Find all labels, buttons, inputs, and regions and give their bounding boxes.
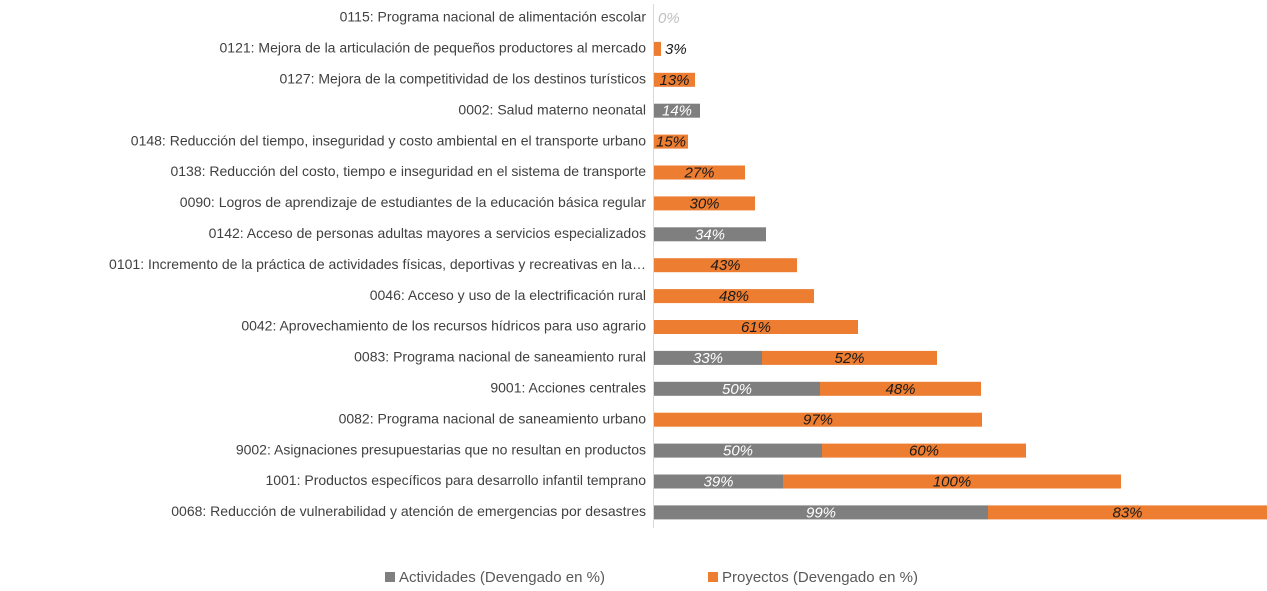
bar-segment xyxy=(654,443,822,458)
bar-segment xyxy=(654,72,695,87)
bar-segment xyxy=(654,350,762,365)
value-label: 100% xyxy=(933,473,971,490)
value-label: 14% xyxy=(662,103,692,120)
bar-segment xyxy=(654,41,661,56)
value-label: 39% xyxy=(703,473,733,490)
bar-segment xyxy=(654,227,766,242)
value-label: 52% xyxy=(834,350,864,367)
value-label: 60% xyxy=(909,443,939,460)
category-label: 0142: Acceso de personas adultas mayores… xyxy=(209,225,646,241)
category-label: 0115: Programa nacional de alimentación … xyxy=(340,9,647,25)
bar-segment xyxy=(654,412,982,427)
bar-segment xyxy=(762,350,937,365)
value-label: 33% xyxy=(693,350,723,367)
value-label: 13% xyxy=(659,72,689,89)
bar-segment xyxy=(654,196,755,211)
legend-swatch xyxy=(708,572,718,582)
category-label: 0042: Aprovechamiento de los recursos hí… xyxy=(241,318,646,334)
legend-label: Proyectos (Devengado en %) xyxy=(722,569,918,586)
legend-label: Actividades (Devengado en %) xyxy=(399,569,605,586)
bar-segment xyxy=(654,258,797,273)
value-label: 97% xyxy=(803,412,833,429)
bar-segment xyxy=(654,289,814,304)
category-label: 0083: Programa nacional de saneamiento r… xyxy=(354,349,646,365)
value-label: 27% xyxy=(683,164,714,181)
bar-segment xyxy=(654,320,858,334)
value-label: 0% xyxy=(658,10,680,27)
category-label: 1001: Productos específicos para desarro… xyxy=(265,472,646,488)
value-label: 15% xyxy=(656,134,686,151)
bar-segment xyxy=(654,474,783,489)
category-label: 0138: Reducción del costo, tiempo e inse… xyxy=(170,163,646,179)
category-label: 9002: Asignaciones presupuestarias que n… xyxy=(236,441,646,457)
bar-segment xyxy=(820,381,981,396)
value-label: 48% xyxy=(719,288,749,305)
value-label: 99% xyxy=(806,504,836,521)
bar-segment xyxy=(654,134,688,149)
value-label: 3% xyxy=(665,41,687,58)
category-label: 9001: Acciones centrales xyxy=(490,380,646,396)
category-label: 0090: Logros de aprendizaje de estudiant… xyxy=(180,194,647,210)
bar-segment xyxy=(783,474,1121,489)
value-label: 50% xyxy=(723,443,753,460)
bar-segment xyxy=(822,443,1026,458)
category-label: 0121: Mejora de la articulación de peque… xyxy=(220,40,647,56)
category-label: 0046: Acceso y uso de la electrificación… xyxy=(370,287,646,303)
bar-segment xyxy=(654,165,745,180)
value-label: 34% xyxy=(695,226,725,243)
bar-segment xyxy=(654,103,700,118)
value-label: 83% xyxy=(1112,504,1142,521)
value-label: 50% xyxy=(722,381,752,398)
value-label: 48% xyxy=(885,381,915,398)
category-label: 0127: Mejora de la competitividad de los… xyxy=(279,71,646,87)
category-label: 0148: Reducción del tiempo, inseguridad … xyxy=(131,132,646,148)
category-label: 0082: Programa nacional de saneamiento u… xyxy=(339,410,647,426)
category-label: 0101: Incremento de la práctica de activ… xyxy=(109,256,646,272)
value-label: 43% xyxy=(710,257,740,274)
category-label: 0068: Reducción de vulnerabilidad y aten… xyxy=(171,503,646,519)
bar-segment xyxy=(654,381,820,396)
bar-segment xyxy=(988,505,1267,520)
bar-segment xyxy=(654,505,988,520)
legend-swatch xyxy=(385,572,395,582)
value-label: 30% xyxy=(689,195,719,212)
category-label: 0002: Salud materno neonatal xyxy=(458,101,646,117)
value-label: 61% xyxy=(741,319,771,336)
